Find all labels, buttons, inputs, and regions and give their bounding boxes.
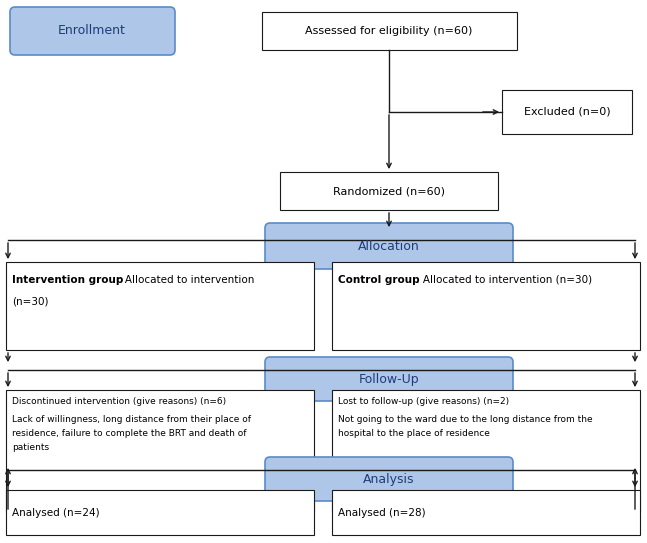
Text: Enrollment: Enrollment: [58, 24, 126, 37]
Text: Not going to the ward due to the long distance from the: Not going to the ward due to the long di…: [338, 415, 593, 425]
Text: Excluded (n=0): Excluded (n=0): [523, 107, 610, 117]
Text: Analysed (n=24): Analysed (n=24): [12, 508, 100, 518]
Text: Analysed (n=28): Analysed (n=28): [338, 508, 426, 518]
Text: Lost to follow-up (give reasons) (n=2): Lost to follow-up (give reasons) (n=2): [338, 397, 509, 407]
FancyBboxPatch shape: [502, 90, 632, 134]
Text: (n=30): (n=30): [12, 297, 49, 307]
FancyBboxPatch shape: [6, 490, 314, 535]
FancyBboxPatch shape: [332, 490, 640, 535]
Text: Lack of willingness, long distance from their place of: Lack of willingness, long distance from …: [12, 415, 251, 425]
FancyBboxPatch shape: [332, 262, 640, 350]
Text: Assessed for eligibility (n=60): Assessed for eligibility (n=60): [305, 26, 473, 36]
Text: hospital to the place of residence: hospital to the place of residence: [338, 430, 490, 439]
FancyBboxPatch shape: [265, 457, 513, 501]
FancyBboxPatch shape: [280, 172, 498, 210]
Text: Follow-Up: Follow-Up: [358, 372, 419, 386]
Text: : Allocated to intervention (n=30): : Allocated to intervention (n=30): [416, 275, 592, 285]
Text: Control group: Control group: [338, 275, 420, 285]
FancyBboxPatch shape: [265, 223, 513, 269]
Text: patients: patients: [12, 444, 49, 452]
Text: residence, failure to complete the BRT and death of: residence, failure to complete the BRT a…: [12, 430, 247, 439]
FancyBboxPatch shape: [6, 262, 314, 350]
Text: Randomized (n=60): Randomized (n=60): [333, 186, 445, 196]
FancyBboxPatch shape: [10, 7, 175, 55]
Text: Allocation: Allocation: [358, 239, 420, 252]
Text: Analysis: Analysis: [363, 472, 415, 485]
FancyBboxPatch shape: [332, 390, 640, 512]
FancyBboxPatch shape: [262, 12, 517, 50]
Text: Intervention group: Intervention group: [12, 275, 124, 285]
Text: : Allocated to intervention: : Allocated to intervention: [118, 275, 254, 285]
FancyBboxPatch shape: [265, 357, 513, 401]
Text: Discontinued intervention (give reasons) (n=6): Discontinued intervention (give reasons)…: [12, 397, 226, 407]
FancyBboxPatch shape: [6, 390, 314, 512]
